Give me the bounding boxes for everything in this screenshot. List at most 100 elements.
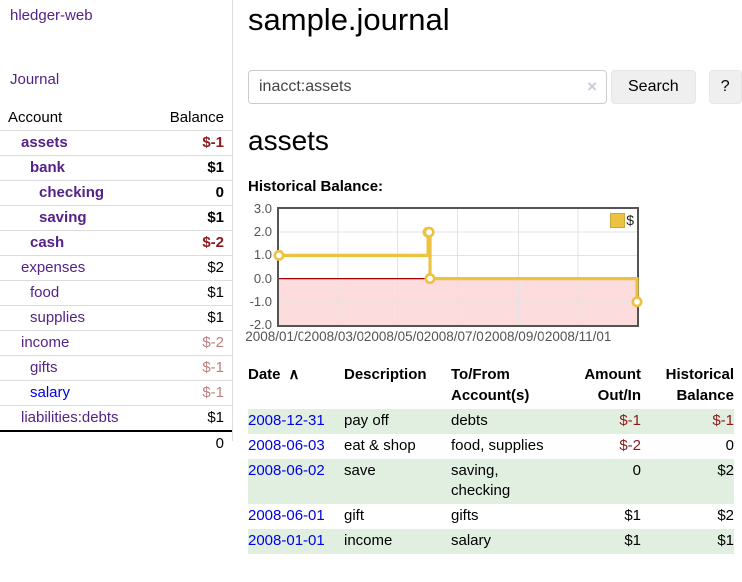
transaction-date-link[interactable]: 2008-06-01 bbox=[248, 507, 325, 524]
account-link[interactable]: salary bbox=[30, 384, 71, 401]
transaction-amount: $-1 bbox=[619, 412, 641, 429]
transaction-date-link[interactable]: 2008-01-01 bbox=[248, 532, 325, 549]
account-name-cell: liabilities:debts bbox=[0, 405, 146, 431]
account-link[interactable]: food bbox=[30, 284, 60, 301]
accounts-table: Account Balance assets $-1 bank $1 checking 0… bbox=[0, 106, 232, 456]
account-link[interactable]: liabilities:debts bbox=[21, 409, 119, 426]
account-link[interactable]: cash bbox=[30, 234, 65, 251]
account-balance: $1 bbox=[145, 405, 232, 431]
register-header-row: Date ∧ Description To/From Account(s) Amo… bbox=[248, 361, 734, 409]
y-axis-label: 0.0 bbox=[253, 270, 272, 286]
chart-canvas bbox=[273, 209, 643, 325]
accounts-tbody: assets $-1 bank $1 checking 0 saving $1 cash $-2 e… bbox=[0, 130, 232, 431]
account-row: cash $-2 bbox=[0, 230, 232, 256]
balance-chart: 3.0 2.0 1.0 0.0 -1.0 -2.0 $ 2008/01/01 2008/03… bbox=[244, 201, 678, 351]
account-name-cell: expenses bbox=[0, 255, 146, 281]
transaction-row: 2008-06-01 gift gifts $1 $2 bbox=[248, 504, 734, 529]
transaction-date-link[interactable]: 2008-12-31 bbox=[248, 412, 325, 429]
clear-search-icon[interactable]: × bbox=[587, 77, 597, 96]
transaction-date-link[interactable]: 2008-06-02 bbox=[248, 462, 325, 479]
account-balance: $-2 bbox=[145, 230, 232, 256]
account-row: liabilities:debts $1 bbox=[0, 405, 232, 431]
sidebar: hledger-web Journal Account Balance asse… bbox=[0, 0, 233, 456]
transaction-date-link[interactable]: 2008-06-03 bbox=[248, 437, 325, 454]
account-row: income $-2 bbox=[0, 330, 232, 356]
account-row: expenses $2 bbox=[0, 255, 232, 281]
account-link[interactable]: saving bbox=[39, 209, 87, 226]
legend-label: $ bbox=[626, 212, 634, 228]
account-balance: $1 bbox=[145, 280, 232, 306]
chart-plot: $ bbox=[273, 207, 643, 327]
account-link[interactable]: gifts bbox=[30, 359, 58, 376]
page-title: sample.journal bbox=[248, 2, 450, 37]
transaction-date-cell: 2008-12-31 bbox=[248, 409, 344, 434]
account-name-cell: salary bbox=[0, 380, 146, 406]
transaction-accounts: food, supplies bbox=[451, 437, 544, 454]
search-button[interactable]: Search bbox=[611, 70, 696, 104]
account-balance: $-1 bbox=[145, 355, 232, 381]
accounts-total-spacer bbox=[0, 430, 146, 456]
account-link[interactable]: checking bbox=[39, 184, 105, 201]
accounts-total-row: 0 bbox=[0, 430, 232, 456]
register-header-accounts: To/From Account(s) bbox=[451, 366, 530, 404]
y-axis-label: 3.0 bbox=[253, 201, 272, 216]
transaction-amount: $-2 bbox=[619, 437, 641, 454]
transaction-accounts: gifts bbox=[451, 507, 479, 524]
x-axis-label: 2008/07/01 bbox=[422, 329, 493, 344]
account-heading: assets bbox=[248, 125, 329, 156]
x-axis-label: 2008/03/01 bbox=[303, 329, 373, 344]
account-row: saving $1 bbox=[0, 205, 232, 231]
account-link[interactable]: supplies bbox=[30, 309, 86, 326]
help-button[interactable]: ? bbox=[708, 70, 742, 104]
account-row: supplies $1 bbox=[0, 305, 232, 331]
account-balance: $1 bbox=[145, 155, 232, 181]
transaction-amount: 0 bbox=[632, 462, 641, 479]
register-table: Date ∧ Description To/From Account(s) Amo… bbox=[248, 361, 734, 554]
account-link[interactable]: bank bbox=[30, 159, 66, 176]
transaction-balance: $2 bbox=[717, 462, 734, 479]
accounts-total-value: 0 bbox=[145, 430, 232, 456]
x-axis-label: 2008/09/01 bbox=[483, 329, 554, 344]
account-name-cell: assets bbox=[0, 130, 146, 156]
date-header-label: Date bbox=[248, 366, 281, 383]
account-name-cell: supplies bbox=[0, 305, 146, 331]
search-input[interactable] bbox=[248, 70, 607, 104]
account-link[interactable]: expenses bbox=[21, 259, 86, 276]
sort-ascending-icon: ∧ bbox=[288, 366, 300, 383]
transaction-balance: $2 bbox=[717, 507, 734, 524]
account-balance: 0 bbox=[145, 180, 232, 206]
y-axis-label: -1.0 bbox=[249, 293, 272, 309]
main-content: sample.journal × Search ? assets Histori… bbox=[244, 0, 742, 582]
transaction-amount: $1 bbox=[624, 532, 641, 549]
transaction-row: 2008-06-02 save saving, checking 0 $2 bbox=[248, 459, 734, 504]
sidebar-item-journal[interactable]: Journal bbox=[10, 71, 60, 88]
account-row: salary $-1 bbox=[0, 380, 232, 406]
account-name-cell: bank bbox=[0, 155, 146, 181]
transaction-description: eat & shop bbox=[344, 437, 416, 454]
account-balance: $1 bbox=[145, 205, 232, 231]
legend-swatch-icon bbox=[610, 212, 626, 228]
account-link[interactable]: income bbox=[21, 334, 70, 351]
transaction-description: income bbox=[344, 532, 393, 549]
x-axis-label: 2008/11/01 bbox=[543, 329, 613, 344]
transaction-description: save bbox=[344, 462, 376, 479]
account-name-cell: food bbox=[0, 280, 146, 306]
transaction-amount: $1 bbox=[624, 507, 641, 524]
register-header-date[interactable]: Date ∧ bbox=[248, 361, 344, 409]
transaction-accounts: salary bbox=[451, 532, 492, 549]
account-name-cell: saving bbox=[0, 205, 146, 231]
search-form: × Search ? bbox=[248, 70, 742, 104]
account-balance: $-1 bbox=[145, 130, 232, 156]
y-axis-label: 1.0 bbox=[253, 247, 272, 263]
chart-title: Historical Balance: bbox=[248, 178, 384, 195]
app-brand-link[interactable]: hledger-web bbox=[10, 7, 93, 24]
account-balance: $-2 bbox=[145, 330, 232, 356]
account-balance: $2 bbox=[145, 255, 232, 281]
account-link[interactable]: assets bbox=[21, 134, 68, 151]
y-axis-label: -2.0 bbox=[249, 317, 272, 332]
account-row: checking 0 bbox=[0, 180, 232, 206]
register-header-balance: Historical Balance bbox=[665, 366, 734, 404]
transaction-date-cell: 2008-06-01 bbox=[248, 504, 344, 529]
chart-legend: $ bbox=[610, 212, 634, 228]
register-header-amount: Amount Out/In bbox=[584, 366, 641, 404]
